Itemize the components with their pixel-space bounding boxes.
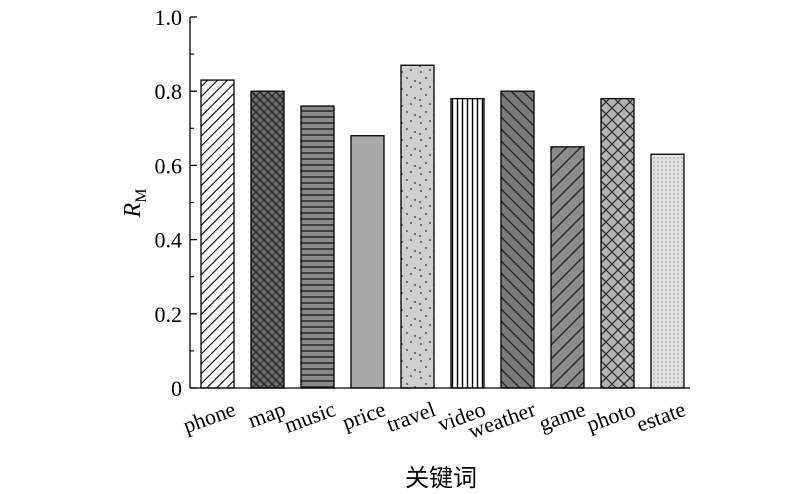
y-axis-title: RM: [120, 189, 150, 219]
bar-estate: [650, 153, 685, 389]
bar-map: [250, 90, 285, 389]
y-tick-label: 1.0: [155, 5, 183, 30]
bar-phone: [200, 79, 235, 389]
x-tick-label-price: price: [339, 396, 389, 435]
y-tick-label: 0.6: [155, 153, 183, 178]
x-tick-label-game: game: [535, 396, 588, 436]
x-tick-label-music: music: [281, 396, 339, 438]
y-axis: [189, 16, 690, 389]
y-tick-label: 0.4: [155, 228, 183, 253]
x-axis-title: 关键词: [405, 465, 477, 492]
y-tick-labels: 0 0.2 0.4 0.6 0.8 1.0: [155, 5, 183, 401]
x-tick-label-travel: travel: [383, 396, 439, 437]
x-tick-label-phone: phone: [180, 396, 239, 438]
bars-group: [200, 64, 685, 389]
bar-game: [550, 146, 585, 389]
bar-price: [350, 135, 385, 389]
y-tick-label: 0.2: [155, 302, 183, 327]
bar-music: [300, 105, 335, 389]
y-tick-label: 0: [171, 376, 182, 401]
bar-photo: [600, 97, 635, 389]
x-tick-label-estate: estate: [633, 396, 689, 437]
bar-weather: [500, 90, 535, 389]
bar-video: [450, 97, 485, 389]
x-tick-label-photo: photo: [583, 396, 639, 437]
y-tick-label: 0.8: [155, 79, 183, 104]
bar-travel: [400, 64, 435, 389]
